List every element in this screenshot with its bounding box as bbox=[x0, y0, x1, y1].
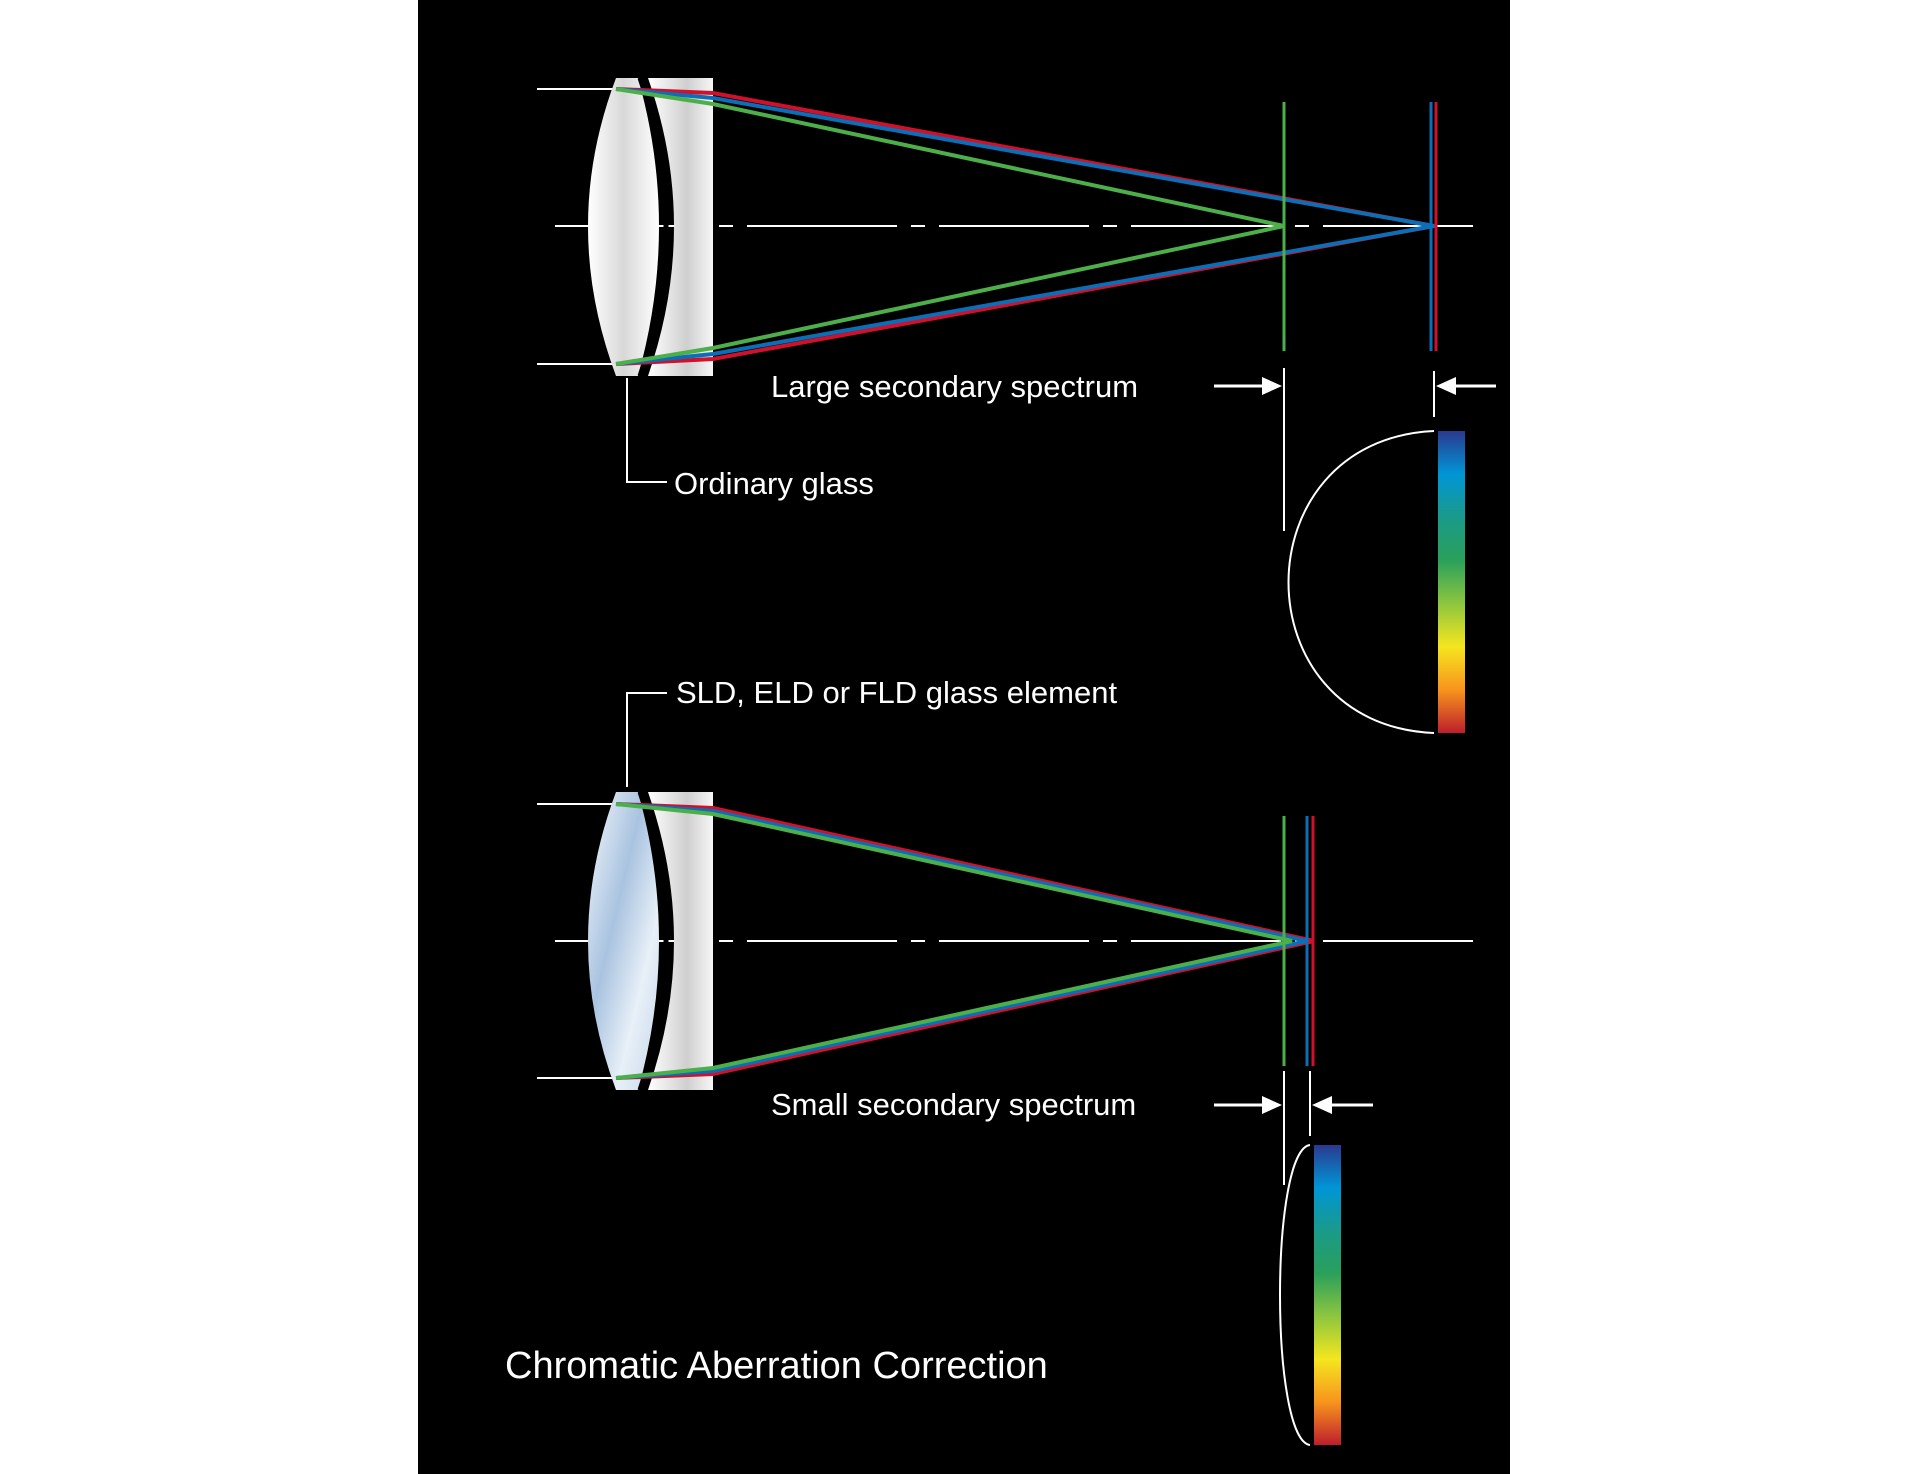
concave-lens bbox=[648, 792, 713, 1090]
lens-gap bbox=[637, 77, 669, 377]
small-spectrum-label: Small secondary spectrum bbox=[771, 1087, 1136, 1122]
concave-lens bbox=[648, 78, 713, 376]
arrow-right-icon bbox=[1214, 377, 1282, 395]
arrow-right-icon bbox=[1214, 1096, 1282, 1114]
black-panel bbox=[418, 0, 1510, 1474]
diagram-title: Chromatic Aberration Correction bbox=[505, 1345, 1048, 1387]
spectrum-bar-large bbox=[1438, 431, 1465, 733]
blue-ray bbox=[615, 87, 1435, 366]
ordinary-glass-label: Ordinary glass bbox=[674, 466, 874, 501]
spectrum-bar-small bbox=[1314, 1145, 1341, 1445]
focus-curve-large bbox=[1287, 430, 1435, 734]
special-glass-label: SLD, ELD or FLD glass element bbox=[676, 675, 1117, 710]
green-ray bbox=[615, 802, 1293, 1080]
large-spectrum-label: Large secondary spectrum bbox=[771, 369, 1138, 404]
arrow-left-icon bbox=[1312, 1096, 1373, 1114]
bottom-diagram: SLD, ELD or FLD glass element Small seco… bbox=[537, 675, 1485, 1446]
sld-convex-lens bbox=[588, 792, 659, 1090]
special-glass-leader bbox=[626, 692, 667, 787]
top-diagram: Large secondary spectrum Ordinary glass bbox=[537, 77, 1496, 734]
lens-gap bbox=[637, 791, 669, 1091]
arrow-left-icon bbox=[1436, 377, 1496, 395]
focus-curve-small bbox=[1279, 1144, 1311, 1446]
ordinary-convex-lens bbox=[588, 78, 659, 376]
ordinary-glass-leader bbox=[626, 378, 667, 483]
